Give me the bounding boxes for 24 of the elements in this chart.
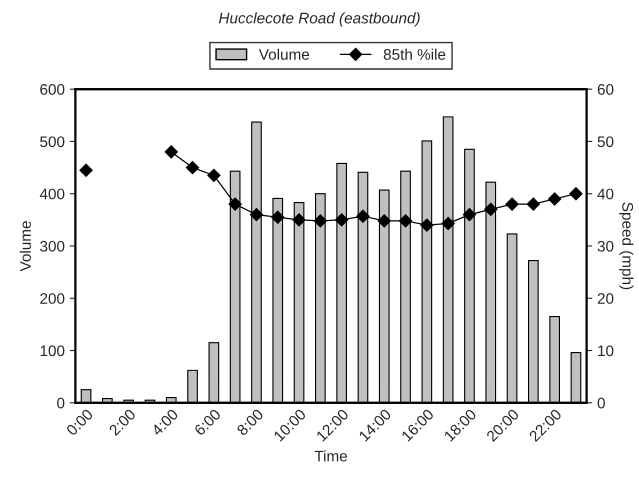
y2-tick-label: 30 xyxy=(598,240,614,252)
y-tick-label: 600 xyxy=(40,84,64,95)
legend-label: Volume xyxy=(258,48,310,60)
y-axis-title: Volume xyxy=(20,221,31,272)
y2-tick-label: 40 xyxy=(597,188,614,200)
y2-tick-label: 60 xyxy=(598,84,614,95)
y-tick-label: 0 xyxy=(57,398,64,408)
y2-tick-label: 20 xyxy=(598,293,614,304)
legend-label: 85th %ile xyxy=(384,48,446,60)
x-axis-title: Time xyxy=(314,450,348,462)
y2-axis-title: Speed (mph) xyxy=(619,202,634,290)
x-tick-label: 0:00 xyxy=(66,408,94,436)
y-tick-label: 100 xyxy=(40,345,64,356)
x-tick-label: 6:00 xyxy=(194,408,222,436)
chart-title: Hucclecote Road (eastbound) xyxy=(218,12,420,26)
y-tick-label: 500 xyxy=(40,136,64,148)
y2-tick-label: 50 xyxy=(598,136,614,148)
x-tick-label: 4:00 xyxy=(150,408,179,436)
x-tick-label: 8:00 xyxy=(236,408,264,436)
y-tick-label: 200 xyxy=(40,293,64,304)
y2-tick-label: 0 xyxy=(598,398,605,408)
y2-tick-label: 10 xyxy=(598,345,614,356)
y-tick-label: 400 xyxy=(40,188,64,200)
y-tick-label: 300 xyxy=(40,240,64,252)
